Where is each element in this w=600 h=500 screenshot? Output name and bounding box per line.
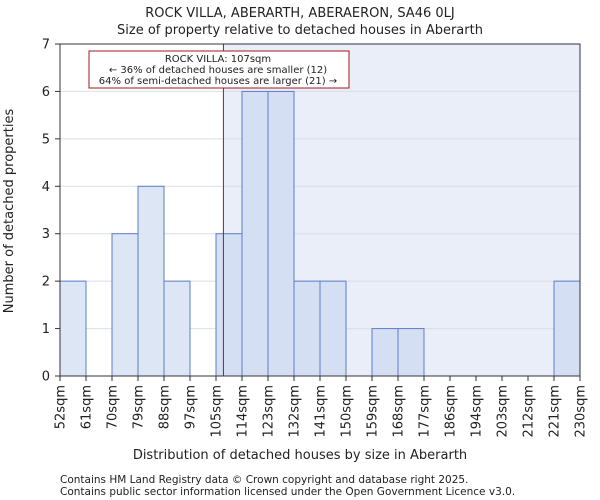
x-tick-label-141sqm: 141sqm [314, 385, 329, 438]
x-tick-label-70sqm: 70sqm [106, 385, 121, 429]
x-tick-label-52sqm: 52sqm [54, 385, 69, 429]
x-axis-ticks: 52sqm 61sqm 70sqm 79sqm 88sqm 97sqm 105sqm 114s… [54, 376, 589, 438]
bar-159sqm [371, 328, 399, 377]
bar-114sqm [241, 90, 269, 377]
bar-221sqm [553, 280, 581, 377]
x-tick-label-168sqm: 168sqm [392, 385, 407, 438]
y-tick-label: 7 [42, 38, 50, 53]
x-tick-label-212sqm: 212sqm [522, 385, 537, 438]
bar-168sqm [397, 328, 425, 377]
x-tick-label-194sqm: 194sqm [470, 385, 485, 438]
y-tick-label: 1 [42, 322, 50, 337]
bar-132sqm [293, 280, 321, 377]
x-tick-label-79sqm: 79sqm [132, 385, 147, 429]
bars [59, 90, 581, 377]
y-tick-label: 4 [42, 180, 50, 195]
x-tick-label-203sqm: 203sqm [496, 385, 511, 438]
y-tick-label: 0 [42, 370, 50, 385]
chart-subtitle: Size of property relative to detached ho… [117, 23, 483, 38]
x-tick-label-132sqm: 132sqm [288, 385, 303, 438]
y-axis-label: Number of detached properties [2, 109, 17, 314]
bar-141sqm [319, 280, 347, 377]
bar-123sqm [267, 90, 295, 377]
annotation-line-3: 64% of semi-detached houses are larger (… [99, 76, 337, 87]
bar-79sqm [137, 185, 165, 377]
x-tick-label-105sqm: 105sqm [210, 385, 225, 438]
y-tick-label: 3 [42, 227, 50, 242]
chart-title: ROCK VILLA, ABERARTH, ABERAERON, SA46 0L… [145, 6, 454, 21]
footer-line-1: Contains HM Land Registry data © Crown c… [60, 474, 468, 486]
annotation-frame [88, 50, 350, 89]
x-axis-label: Distribution of detached houses by size … [133, 448, 467, 463]
bar-105sqm [215, 233, 243, 377]
x-tick-label-159sqm: 159sqm [366, 385, 381, 438]
x-tick-label-88sqm: 88sqm [158, 385, 173, 429]
x-tick-label-114sqm: 114sqm [236, 385, 251, 438]
x-tick-label-221sqm: 221sqm [548, 385, 563, 438]
bar-88sqm [163, 280, 191, 377]
x-tick-label-97sqm: 97sqm [184, 385, 199, 429]
x-tick-label-186sqm: 186sqm [444, 385, 459, 438]
y-tick-label: 5 [42, 132, 50, 147]
x-tick-label-230sqm: 230sqm [574, 385, 589, 438]
bar-70sqm [111, 233, 139, 377]
bar-52sqm [59, 280, 87, 377]
annotation-line-2: ← 36% of detached houses are smaller (12… [109, 65, 327, 76]
x-tick-label-61sqm: 61sqm [80, 385, 95, 429]
y-axis-ticks: 0 1 2 3 4 5 6 7 [42, 38, 60, 385]
y-tick-label: 6 [42, 85, 50, 100]
x-tick-label-123sqm: 123sqm [262, 385, 277, 438]
y-tick-label: 2 [42, 275, 50, 290]
annotation-line-1: ROCK VILLA: 107sqm [165, 54, 271, 65]
x-tick-label-150sqm: 150sqm [340, 385, 355, 438]
footer-line-2: Contains public sector information licen… [60, 486, 515, 498]
x-tick-label-177sqm: 177sqm [418, 385, 433, 438]
annotation-box: ROCK VILLA: 107sqm ← 36% of detached hou… [88, 50, 350, 89]
